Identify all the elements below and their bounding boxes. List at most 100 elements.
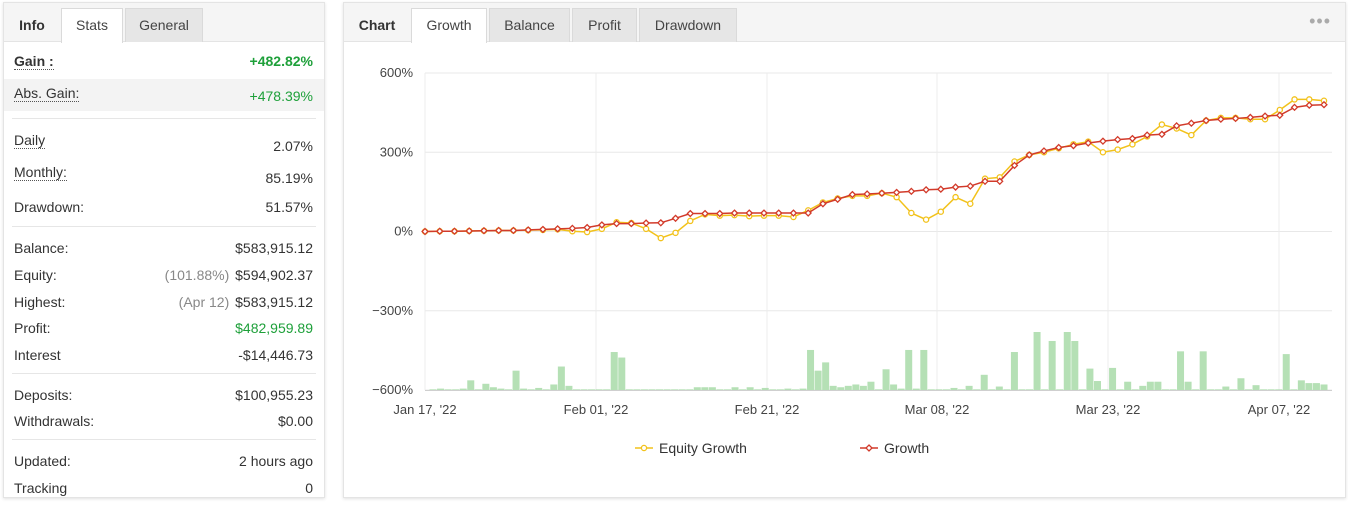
growth-point xyxy=(1305,101,1314,110)
tab-stats[interactable]: Stats xyxy=(61,8,123,43)
volume-bar xyxy=(505,389,513,390)
stat-label[interactable]: Daily xyxy=(14,132,46,149)
growth-point xyxy=(995,177,1004,186)
equity-growth-point xyxy=(1114,146,1121,153)
equity-growth-point xyxy=(1291,96,1298,103)
volume-bar xyxy=(1297,380,1305,390)
volume-bar xyxy=(1222,386,1230,390)
equity-percent: (101.88%) xyxy=(164,267,230,283)
growth-point xyxy=(878,189,886,198)
volume-bar xyxy=(452,389,460,390)
volume-bar xyxy=(1078,389,1086,390)
volume-bar xyxy=(527,389,535,390)
stat-value: (101.88%) $594,902.37 xyxy=(165,267,313,283)
volume-bar xyxy=(784,388,792,390)
x-axis-labels: Jan 17, '22 Feb 01, '22 Feb 21, '22 Mar 08,… xyxy=(393,402,1310,417)
volume-bar xyxy=(1267,389,1275,390)
equity-growth-point xyxy=(908,209,915,217)
stat-label: Balance: xyxy=(14,240,69,256)
stat-label[interactable]: Abs. Gain: xyxy=(14,85,80,102)
growth-point xyxy=(981,177,989,186)
volume-bar xyxy=(973,389,981,390)
divider xyxy=(12,373,316,374)
volume-bar xyxy=(935,389,943,390)
volume-bar xyxy=(1026,389,1034,390)
volume-bar xyxy=(1214,389,1222,390)
tab-profit[interactable]: Profit xyxy=(572,8,637,42)
equity-growth-line xyxy=(424,98,1325,239)
volume-bar xyxy=(557,366,565,390)
volume-bar xyxy=(1071,340,1079,390)
stat-value: $583,915.12 xyxy=(235,240,313,256)
volume-bar xyxy=(1161,389,1169,390)
volume-bar xyxy=(1063,332,1071,390)
legend-growth-label[interactable]: Growth xyxy=(884,440,929,456)
stat-value: $0.00 xyxy=(277,413,313,429)
divider xyxy=(12,118,316,119)
stat-label[interactable]: Monthly: xyxy=(14,164,67,181)
growth-point xyxy=(671,214,680,223)
growth-point xyxy=(892,188,901,197)
stat-value: (Apr 12) $583,915.12 xyxy=(179,294,313,310)
stat-row-interest: Interest -$14,446.73 xyxy=(4,342,324,368)
stat-label: Profit: xyxy=(14,320,51,336)
volume-bar xyxy=(761,387,769,390)
stat-label[interactable]: Gain : xyxy=(14,53,54,70)
tab-info[interactable]: Info xyxy=(19,17,45,33)
volume-bar xyxy=(739,389,747,390)
volume-bar xyxy=(814,370,822,390)
x-tick-label: Mar 08, '22 xyxy=(905,402,970,417)
volume-bar xyxy=(980,374,988,390)
stat-row-highest: Highest: (Apr 12) $583,915.12 xyxy=(4,289,324,315)
volume-bar xyxy=(988,389,996,390)
chart-legend: Equity Growth Growth xyxy=(635,440,929,456)
stat-value: 2.07% xyxy=(273,138,313,154)
volume-bar xyxy=(844,385,852,390)
growth-point xyxy=(480,226,488,235)
y-tick-label: 0% xyxy=(394,224,413,239)
growth-point xyxy=(1054,143,1063,152)
stat-value: -$14,446.73 xyxy=(238,347,313,363)
tab-general[interactable]: General xyxy=(125,8,203,42)
equity-growth-point xyxy=(1158,121,1166,128)
volume-bar xyxy=(754,389,762,390)
growth-point xyxy=(1290,103,1299,112)
growth-point xyxy=(627,219,636,228)
legend-equity-growth-label[interactable]: Equity Growth xyxy=(659,440,747,456)
more-dots-icon[interactable]: ••• xyxy=(1309,11,1331,31)
stat-row-tracking: Tracking 0 xyxy=(4,475,324,501)
volume-bar xyxy=(1184,381,1192,390)
divider xyxy=(12,439,316,440)
stat-value: $482,959.89 xyxy=(235,320,313,336)
volume-bar xyxy=(618,357,626,390)
tab-chart[interactable]: Chart xyxy=(358,17,396,33)
equity-growth-point xyxy=(642,225,650,233)
growth-point xyxy=(539,225,547,234)
volume-bar xyxy=(497,388,505,390)
growth-point xyxy=(1202,116,1210,125)
stat-label: Drawdown: xyxy=(14,199,85,215)
tab-drawdown[interactable]: Drawdown xyxy=(639,8,737,42)
volume-bar xyxy=(603,389,611,390)
volume-bar xyxy=(723,389,731,390)
volume-bar xyxy=(716,389,724,390)
volume-bar xyxy=(1033,332,1041,390)
volume-bar xyxy=(1086,368,1094,390)
volume-bar xyxy=(1275,389,1283,390)
volume-bar xyxy=(1207,389,1215,390)
growth-point xyxy=(907,187,916,196)
equity-growth-point xyxy=(1129,141,1136,148)
equity-growth-point xyxy=(1099,149,1107,156)
volume-bar xyxy=(580,389,588,390)
tab-balance[interactable]: Balance xyxy=(489,8,570,42)
volume-bar xyxy=(595,389,603,390)
y-axis-labels: 600% 300% 0% −300% −600% xyxy=(372,65,413,397)
growth-chart: 600% 300% 0% −300% −600% Jan 17, '22 Feb 01, … xyxy=(372,65,1332,456)
growth-point xyxy=(494,226,503,235)
growth-point xyxy=(450,227,459,236)
volume-bar xyxy=(572,389,580,390)
growth-point xyxy=(1158,130,1166,139)
growth-point xyxy=(656,218,665,227)
tab-growth[interactable]: Growth xyxy=(411,8,487,43)
growth-point xyxy=(1025,151,1034,159)
